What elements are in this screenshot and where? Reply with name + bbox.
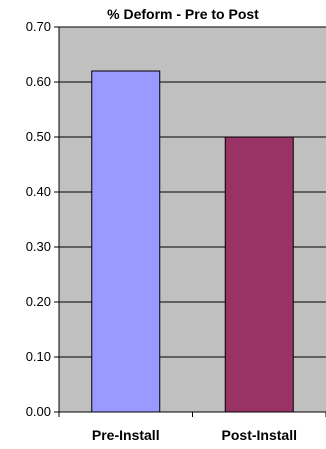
chart-title: % Deform - Pre to Post xyxy=(107,6,259,22)
bar-pre-install xyxy=(91,70,161,413)
x-category-label: Pre-Install xyxy=(92,427,160,443)
y-tick-label: 0.10 xyxy=(26,349,51,364)
y-tick-label: 0.20 xyxy=(26,294,51,309)
plot-area: 0.00 0.10 0.20 0.30 0.40 0.50 0.60 0.70 Pre-Inst… xyxy=(26,19,326,443)
y-tick-label: 0.50 xyxy=(26,129,51,144)
y-tick-label: 0.30 xyxy=(26,239,51,254)
y-tick-label: 0.70 xyxy=(26,19,51,34)
x-category-label: Post-Install xyxy=(222,427,297,443)
y-tick-label: 0.60 xyxy=(26,74,51,89)
y-tick-label: 0.40 xyxy=(26,184,51,199)
y-tick-label: 0.00 xyxy=(26,404,51,419)
bar-post-install xyxy=(224,136,294,413)
